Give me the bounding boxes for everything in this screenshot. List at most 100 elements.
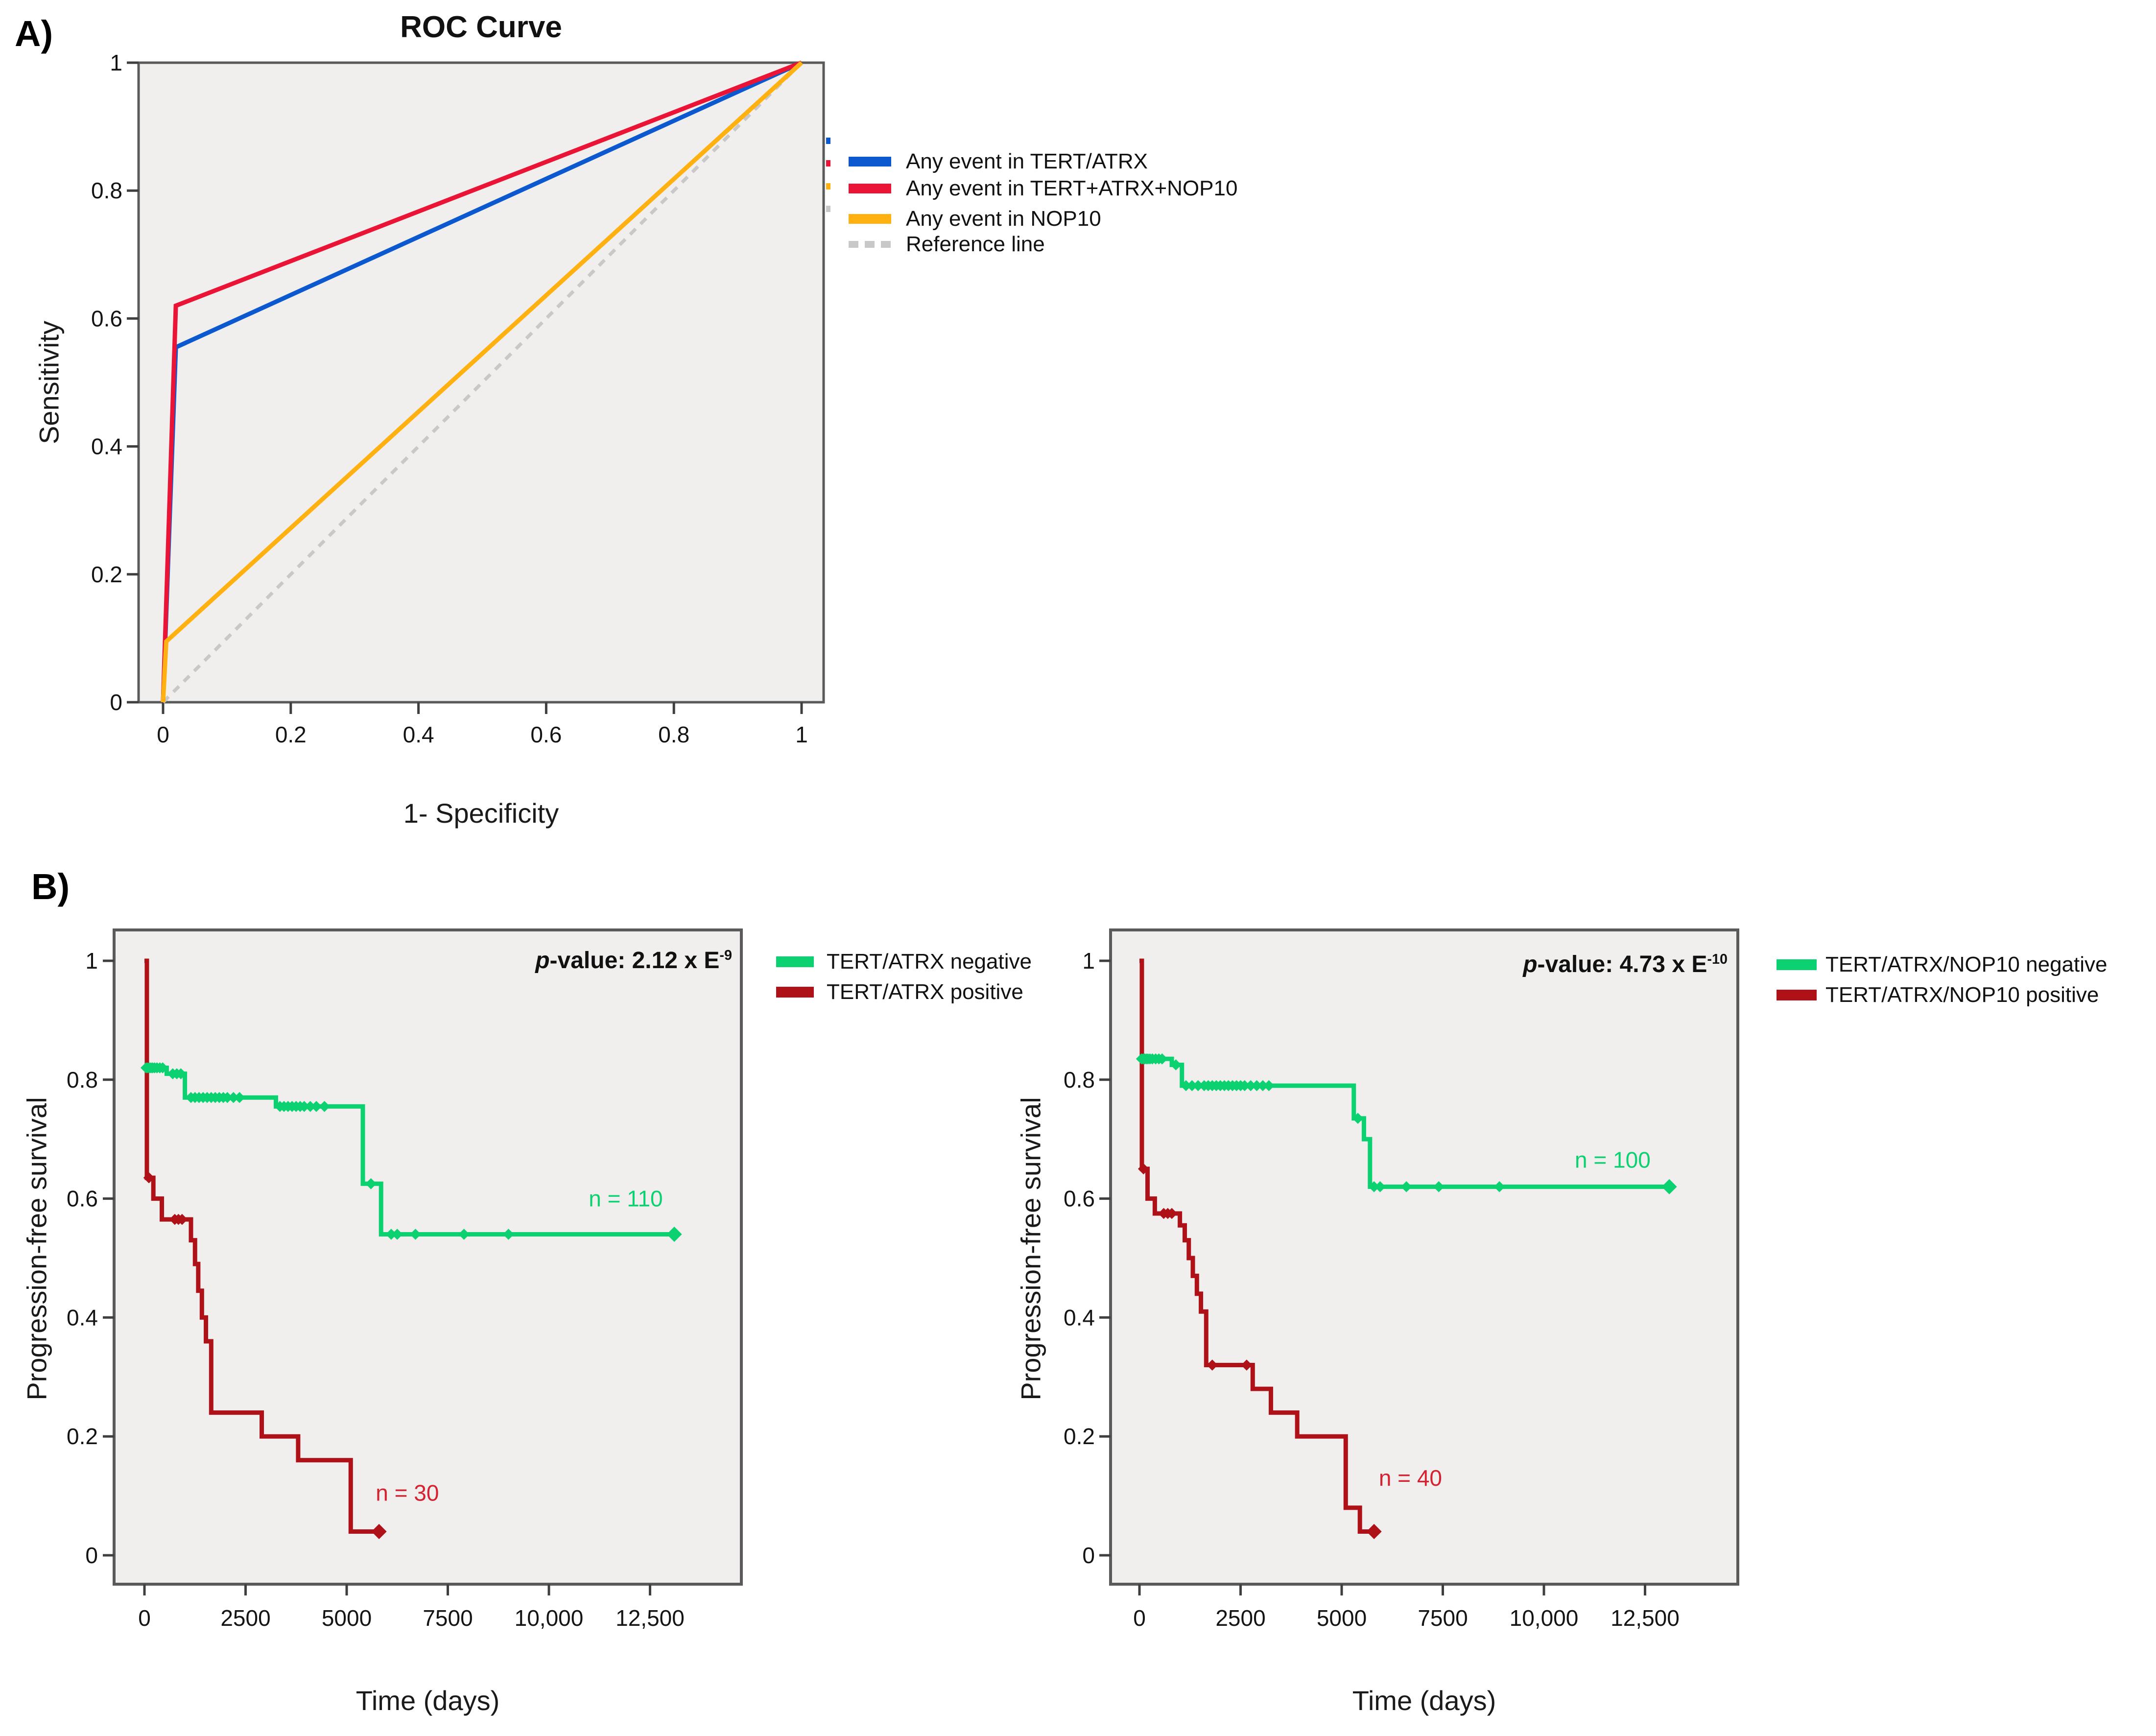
y-tick-label: 0.2 [91, 562, 122, 587]
km-right-legend-label: TERT/ATRX/NOP10 positive [1825, 983, 2099, 1007]
censor-mark [458, 1229, 470, 1240]
cropped-legend-artifact-orange [826, 183, 830, 190]
censor-mark [234, 1092, 245, 1103]
x-tick-label: 1 [795, 722, 808, 747]
roc-curve [162, 61, 803, 704]
roc-legend-swatch-red [849, 184, 891, 193]
roc-legend-swatch-orange [849, 214, 891, 224]
p-value-exponent: -9 [719, 948, 732, 963]
y-tick-label: 0.2 [1064, 1424, 1095, 1449]
n-count-label: n = 30 [376, 1480, 439, 1506]
km-right-legend-item-negative: TERT/ATRX/NOP10 negative [1777, 952, 2107, 977]
censor-mark [157, 1062, 168, 1073]
x-tick-label: 7500 [423, 1605, 473, 1631]
roc-y-axis-label: Sensitivity [33, 320, 65, 445]
curve-end-marker [1661, 1179, 1677, 1194]
km-right-legend-label: TERT/ATRX/NOP10 negative [1825, 952, 2108, 976]
km-left-legend-label: TERT/ATRX positive [827, 980, 1023, 1004]
censor-mark [1433, 1181, 1445, 1192]
km-left-x-axis-label: Time (days) [355, 1685, 500, 1716]
plot-area [1109, 928, 1739, 1586]
km-curve [144, 1066, 675, 1237]
censor-mark [1166, 1208, 1178, 1219]
km-left-y-axis-label: Progression-free survival [21, 1097, 52, 1401]
x-tick-label: 2500 [1215, 1605, 1265, 1631]
roc-legend-item-tert-atrx-nop10: Any event in TERT+ATRX+NOP10 [849, 176, 1237, 201]
roc-legend-item-tert-atrx: Any event in TERT/ATRX [849, 149, 1148, 174]
censor-mark [503, 1229, 514, 1240]
y-tick-label: 0 [85, 1543, 98, 1568]
p-value-italic-p: p [535, 948, 550, 974]
censor-mark [1257, 1080, 1269, 1092]
roc-legend-item-nop10: Any event in NOP10 [849, 206, 1101, 232]
censor-mark [298, 1101, 310, 1112]
censor-mark [175, 1068, 187, 1079]
y-tick-label: 0 [1082, 1543, 1095, 1568]
censor-mark [1251, 1080, 1262, 1092]
km-curve [144, 958, 379, 1534]
y-tick-label: 0.8 [1064, 1067, 1095, 1093]
y-tick-label: 0.4 [1064, 1305, 1095, 1330]
roc-legend-swatch-dashed [849, 241, 891, 248]
censor-mark [1239, 1080, 1251, 1092]
censor-mark [410, 1229, 421, 1240]
y-tick-label: 0 [110, 690, 122, 715]
p-value-italic-p: p [1523, 951, 1538, 977]
censor-mark [1493, 1181, 1505, 1192]
y-tick-label: 0.4 [91, 434, 122, 459]
curve-end-marker [666, 1226, 682, 1242]
y-tick-label: 0.2 [67, 1424, 98, 1449]
x-tick-label: 7500 [1418, 1605, 1468, 1631]
censor-mark [1170, 1059, 1182, 1070]
censor-mark [1180, 1080, 1192, 1092]
x-tick-label: 2500 [220, 1605, 270, 1631]
censor-mark [305, 1101, 316, 1112]
x-tick-label: 0.2 [275, 722, 307, 747]
censor-mark [176, 1213, 188, 1225]
roc-legend-label: Any event in NOP10 [906, 207, 1101, 231]
y-tick-label: 1 [110, 50, 122, 75]
x-tick-label: 0.4 [403, 722, 434, 747]
x-tick-label: 0 [1133, 1605, 1146, 1631]
p-value-exponent: -10 [1707, 951, 1728, 967]
x-tick-label: 5000 [1317, 1605, 1367, 1631]
cropped-legend-artifact-blue [826, 138, 830, 144]
plot-area [113, 928, 743, 1586]
panel-b-letter: B) [31, 866, 70, 907]
x-tick-label: 0 [138, 1605, 151, 1631]
y-tick-label: 0.8 [67, 1067, 98, 1093]
km-curve [1139, 958, 1374, 1534]
censor-mark [1400, 1181, 1412, 1192]
km-left-legend-item-negative: TERT/ATRX negative [776, 949, 1032, 975]
cropped-legend-artifact-gray [826, 206, 830, 212]
km-left-legend-swatch-darkred [776, 987, 814, 998]
censor-mark [1352, 1113, 1364, 1124]
km-right-legend-item-positive: TERT/ATRX/NOP10 positive [1777, 982, 2099, 1008]
cropped-legend-artifact-red [826, 160, 830, 166]
censor-mark [319, 1101, 330, 1112]
censor-mark [222, 1092, 233, 1103]
censor-mark [1137, 1163, 1149, 1175]
censor-mark [391, 1229, 403, 1240]
km-right-p-value: p-value: 4.73 x E-10 [1435, 951, 1728, 978]
censor-mark [385, 1229, 397, 1240]
censor-mark [1186, 1080, 1198, 1092]
x-tick-label: 0.6 [530, 722, 562, 747]
km-left-legend-label: TERT/ATRX negative [827, 950, 1032, 974]
km-right-legend-swatch-darkred [1777, 990, 1817, 1000]
km-left-legend-swatch-green [776, 956, 814, 967]
km-right-y-axis-label: Progression-free survival [1015, 1097, 1046, 1401]
censor-mark [228, 1092, 239, 1103]
x-tick-label: 10,000 [1510, 1605, 1579, 1631]
roc-title: ROC Curve [400, 10, 562, 44]
y-tick-label: 1 [1082, 948, 1095, 974]
x-tick-label: 12,500 [1611, 1605, 1680, 1631]
roc-legend-item-reference: Reference line [849, 232, 1045, 257]
censor-mark [1263, 1080, 1275, 1092]
km-right-legend-swatch-green [1777, 959, 1817, 970]
censor-mark [1374, 1181, 1386, 1192]
x-tick-label: 0 [157, 722, 169, 747]
y-tick-label: 0.6 [67, 1186, 98, 1212]
p-value-body: -value: 4.73 x E [1537, 951, 1707, 977]
